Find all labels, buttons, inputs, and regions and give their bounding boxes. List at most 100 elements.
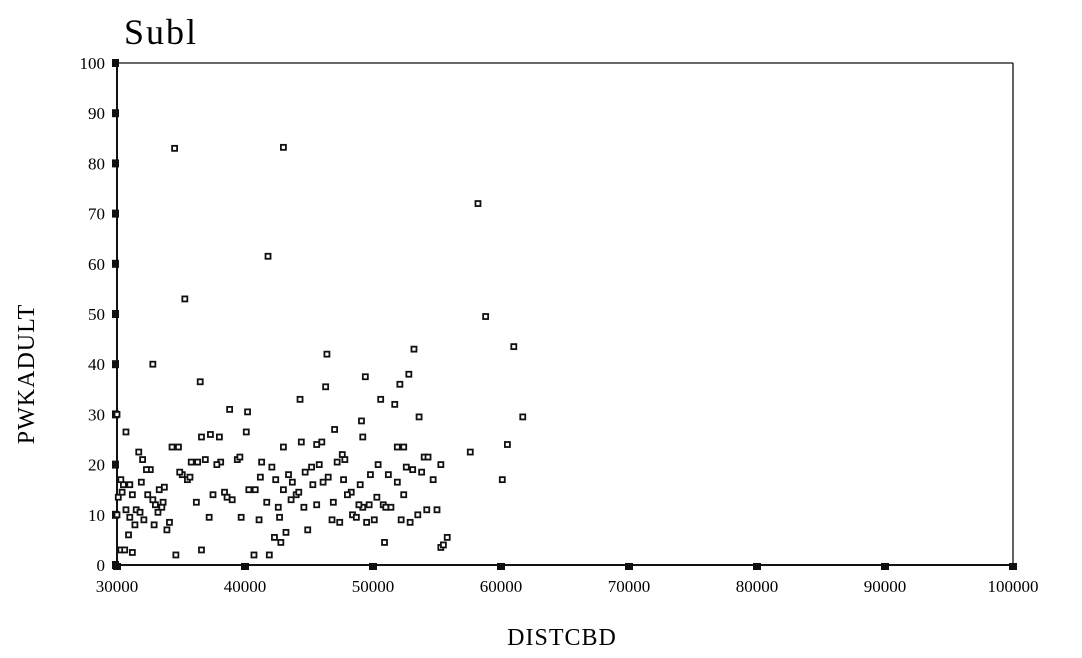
x-tick-mark [369,563,377,570]
chart-title: Subl [124,12,198,52]
data-point [198,433,205,441]
data-points [113,143,527,559]
data-point [414,511,422,519]
data-point [343,491,351,499]
data-point [264,252,272,260]
data-point [393,443,401,451]
data-point [400,491,408,499]
data-point [396,380,404,388]
y-tick-mark [112,109,119,118]
data-point [329,498,337,506]
data-point [503,441,511,448]
data-point [519,413,527,421]
data-point [333,458,341,466]
data-point [285,471,292,479]
data-point [297,438,305,446]
data-point [139,456,147,463]
data-point [166,518,173,526]
data-point [352,513,360,521]
x-axis-title: DISTCBD [507,625,617,651]
data-point [405,370,413,378]
x-tick-label: 100000 [988,577,1039,596]
data-point [205,513,213,521]
data-point [236,453,244,461]
data-point [313,441,321,448]
x-tick-mark [113,563,121,570]
y-tick-label: 50 [88,305,105,324]
data-point [358,417,365,425]
data-point [415,413,423,421]
y-tick-mark [112,460,119,469]
x-tick-label: 60000 [480,577,523,596]
data-point [150,521,158,529]
data-point [274,503,282,511]
data-point [149,496,157,504]
data-point [324,473,332,481]
data-point [158,503,166,511]
data-point [113,511,121,519]
data-point [410,345,418,353]
data-point [424,453,432,461]
data-point [163,526,171,534]
data-point [423,506,431,514]
data-point [263,498,271,506]
data-point [149,360,157,368]
data-point [402,463,410,471]
data-point [301,468,309,476]
x-tick-mark [241,563,249,570]
data-point [474,200,482,207]
data-point [397,516,405,524]
data-point [181,295,189,303]
data-point [251,486,259,494]
data-point [374,461,382,469]
data-point [304,526,312,534]
data-point [381,539,388,546]
data-point [268,463,276,471]
x-tick-label: 30000 [96,577,139,596]
data-point [433,506,441,514]
data-point [114,493,122,501]
y-tick-label: 30 [88,405,105,424]
data-point [359,433,367,441]
data-point [135,448,143,456]
data-point [242,428,250,436]
data-point [154,508,162,516]
data-point [258,458,266,466]
data-point [250,551,258,559]
data-point [384,471,392,479]
data-point [498,476,506,484]
x-tick-mark [1009,563,1017,570]
x-tick-label: 90000 [864,577,907,596]
data-point [171,144,179,152]
data-point [295,488,303,496]
data-point [282,528,290,536]
data-point [237,513,245,521]
data-point [391,400,399,408]
y-tick-label: 90 [88,104,105,123]
data-point [196,378,204,386]
y-tick-mark [112,159,119,168]
data-point [363,518,371,526]
data-point [213,461,221,469]
x-tick-label: 70000 [608,577,651,596]
data-point [336,518,344,526]
y-tick-label: 60 [88,255,105,274]
y-tick-mark [112,59,119,67]
data-point [328,516,336,524]
data-point [279,486,287,494]
data-point [309,481,317,489]
data-point [365,501,373,509]
data-point [400,443,408,451]
y-tick-mark [112,209,119,218]
data-point [271,533,278,541]
y-tick-label: 100 [80,54,106,73]
data-point [313,501,321,509]
data-point [245,486,253,494]
data-point [377,395,385,403]
data-point [373,493,381,501]
y-tick-label: 20 [88,456,105,475]
data-point [126,513,134,521]
data-point [382,503,390,511]
data-point [418,468,426,476]
